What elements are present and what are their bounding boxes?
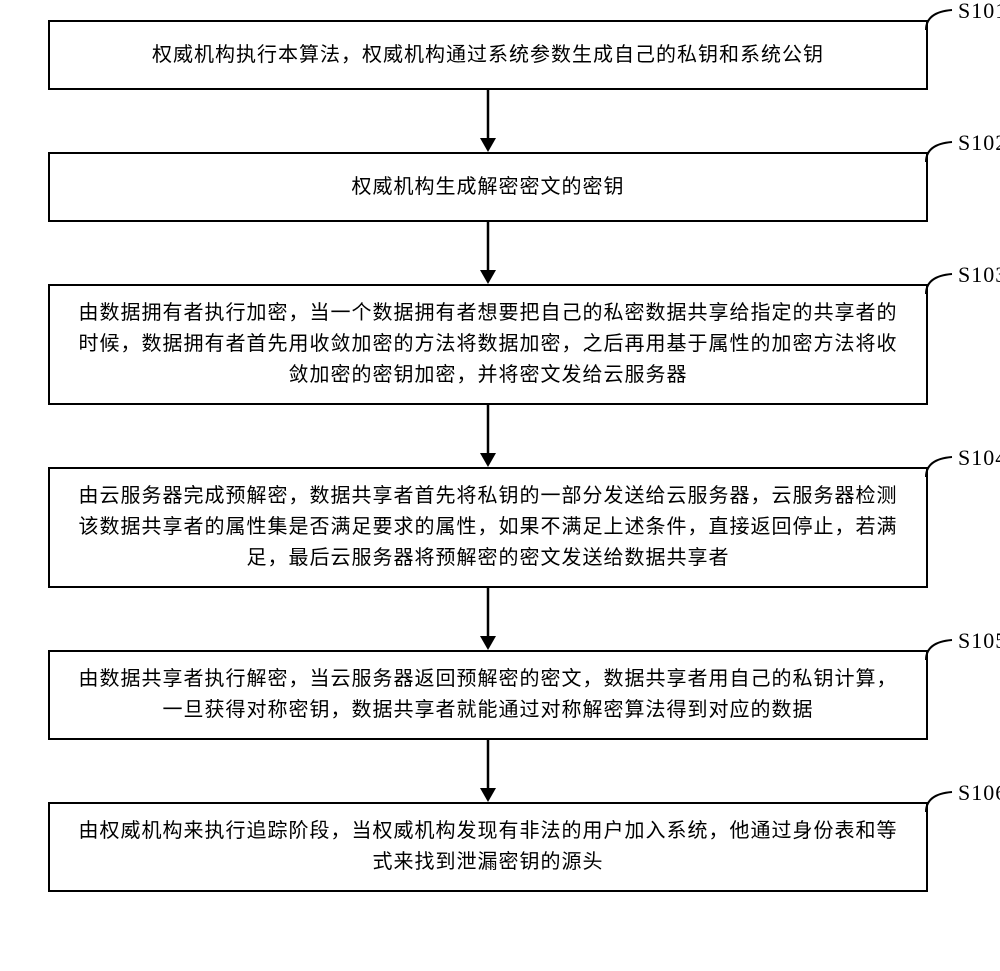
step-label: S104 xyxy=(958,445,1000,471)
step-text: 权威机构执行本算法，权威机构通过系统参数生成自己的私钥和系统公钥 xyxy=(152,40,824,71)
arrow-down-icon xyxy=(478,222,498,284)
step-box: 权威机构执行本算法，权威机构通过系统参数生成自己的私钥和系统公钥 xyxy=(48,20,928,90)
step-box: 权威机构生成解密密文的密钥 xyxy=(48,152,928,222)
step-text: 由数据拥有者执行加密，当一个数据拥有者想要把自己的私密数据共享给指定的共享者的时… xyxy=(78,298,898,391)
arrow-down-icon xyxy=(478,90,498,152)
step-label: S103 xyxy=(958,262,1000,288)
arrow-down xyxy=(48,740,928,802)
arrow-down xyxy=(48,90,928,152)
step-label: S102 xyxy=(958,130,1000,156)
step-box: 由数据拥有者执行加密，当一个数据拥有者想要把自己的私密数据共享给指定的共享者的时… xyxy=(48,284,928,405)
step-box: 由云服务器完成预解密，数据共享者首先将私钥的一部分发送给云服务器，云服务器检测该… xyxy=(48,467,928,588)
step-text: 权威机构生成解密密文的密钥 xyxy=(352,172,625,203)
flow-step-s104: 由云服务器完成预解密，数据共享者首先将私钥的一部分发送给云服务器，云服务器检测该… xyxy=(48,467,928,588)
step-box: 由权威机构来执行追踪阶段，当权威机构发现有非法的用户加入系统，他通过身份表和等式… xyxy=(48,802,928,892)
flow-step-s102: 权威机构生成解密密文的密钥S102 xyxy=(48,152,928,222)
flow-step-s105: 由数据共享者执行解密，当云服务器返回预解密的密文，数据共享者用自己的私钥计算，一… xyxy=(48,650,928,740)
step-text: 由权威机构来执行追踪阶段，当权威机构发现有非法的用户加入系统，他通过身份表和等式… xyxy=(78,816,898,878)
flow-step-s101: 权威机构执行本算法，权威机构通过系统参数生成自己的私钥和系统公钥S101 xyxy=(48,20,928,90)
step-label: S106 xyxy=(958,780,1000,806)
step-label: S105 xyxy=(958,628,1000,654)
flowchart-container: 权威机构执行本算法，权威机构通过系统参数生成自己的私钥和系统公钥S101权威机构… xyxy=(48,20,952,892)
arrow-down xyxy=(48,405,928,467)
arrow-down-icon xyxy=(478,405,498,467)
arrow-down-icon xyxy=(478,588,498,650)
flow-step-s103: 由数据拥有者执行加密，当一个数据拥有者想要把自己的私密数据共享给指定的共享者的时… xyxy=(48,284,928,405)
arrow-down xyxy=(48,588,928,650)
arrow-down xyxy=(48,222,928,284)
step-text: 由数据共享者执行解密，当云服务器返回预解密的密文，数据共享者用自己的私钥计算，一… xyxy=(78,664,898,726)
step-box: 由数据共享者执行解密，当云服务器返回预解密的密文，数据共享者用自己的私钥计算，一… xyxy=(48,650,928,740)
flow-step-s106: 由权威机构来执行追踪阶段，当权威机构发现有非法的用户加入系统，他通过身份表和等式… xyxy=(48,802,928,892)
step-label: S101 xyxy=(958,0,1000,24)
step-text: 由云服务器完成预解密，数据共享者首先将私钥的一部分发送给云服务器，云服务器检测该… xyxy=(78,481,898,574)
arrow-down-icon xyxy=(478,740,498,802)
